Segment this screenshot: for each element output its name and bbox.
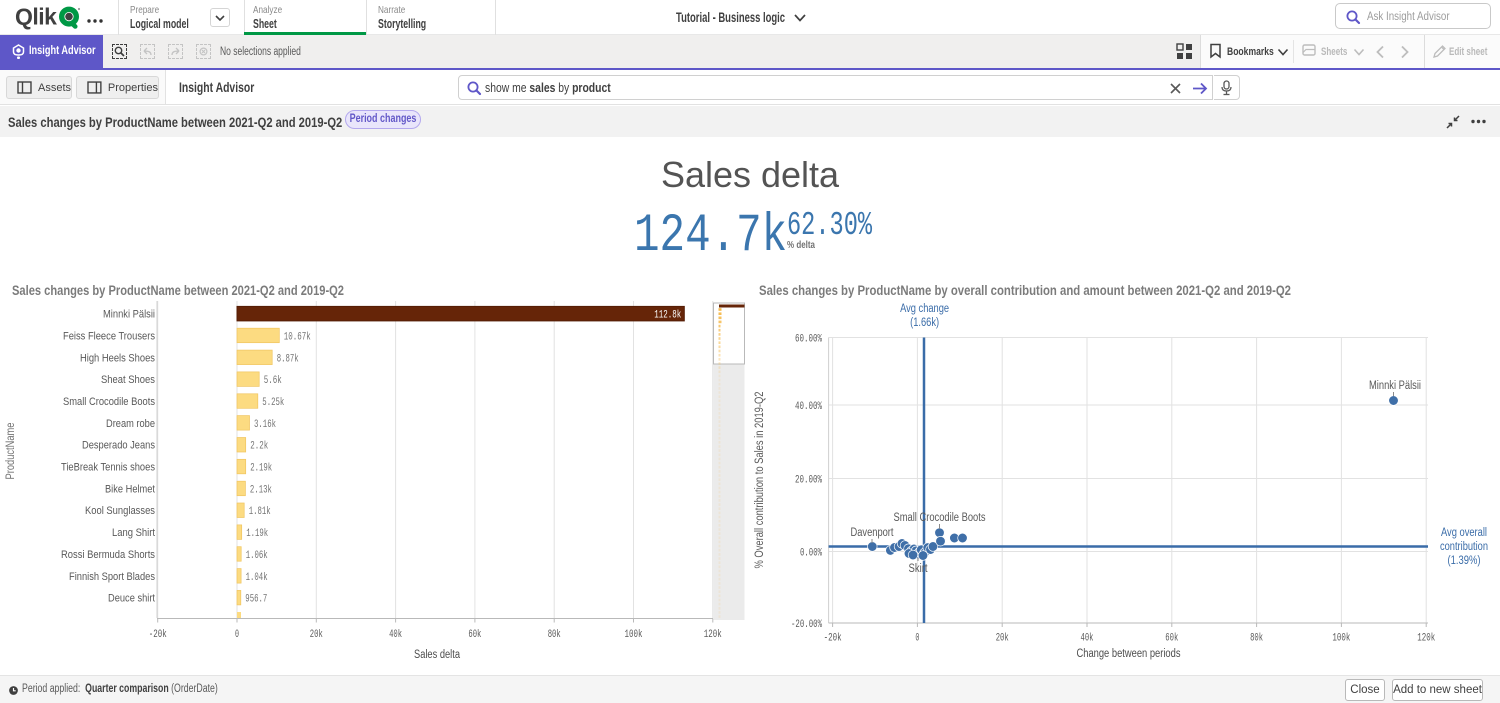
svg-text:3.16k: 3.16k bbox=[254, 419, 276, 431]
svg-text:0: 0 bbox=[235, 629, 239, 641]
svg-text:1.06k: 1.06k bbox=[246, 550, 268, 562]
svg-text:High Heels Shoes: High Heels Shoes bbox=[80, 352, 155, 364]
svg-text:% Overall contribution to Sale: % Overall contribution to Sales in 2019-… bbox=[754, 392, 766, 569]
svg-text:Small Crocodile Boots: Small Crocodile Boots bbox=[894, 512, 986, 524]
svg-text:Davenport: Davenport bbox=[851, 527, 895, 539]
svg-text:60.00%: 60.00% bbox=[795, 334, 822, 346]
svg-text:2.2k: 2.2k bbox=[250, 441, 268, 453]
svg-text:Minnki Pälsii: Minnki Pälsii bbox=[1369, 380, 1421, 392]
svg-text:-20k: -20k bbox=[824, 633, 842, 645]
svg-text:112.8k: 112.8k bbox=[654, 310, 681, 322]
svg-text:Change between periods: Change between periods bbox=[1077, 648, 1181, 660]
svg-text:Kool Sunglasses: Kool Sunglasses bbox=[85, 505, 155, 517]
svg-text:1.81k: 1.81k bbox=[249, 506, 271, 518]
svg-text:80k: 80k bbox=[1250, 633, 1263, 645]
svg-text:20k: 20k bbox=[310, 629, 323, 641]
svg-text:Avg overall: Avg overall bbox=[1441, 527, 1487, 539]
svg-text:Skirt: Skirt bbox=[909, 563, 929, 575]
svg-text:60k: 60k bbox=[468, 629, 481, 641]
svg-text:Sales delta: Sales delta bbox=[414, 649, 460, 661]
svg-text:(1.66k): (1.66k) bbox=[910, 317, 939, 329]
svg-text:0: 0 bbox=[915, 633, 919, 645]
svg-text:0.00%: 0.00% bbox=[800, 548, 822, 560]
svg-text:TieBreak Tennis shoes: TieBreak Tennis shoes bbox=[61, 462, 155, 474]
svg-text:Feiss Fleece Trousers: Feiss Fleece Trousers bbox=[63, 331, 155, 343]
svg-text:Sales changes by ProductName b: Sales changes by ProductName between 202… bbox=[12, 283, 344, 298]
svg-text:Qlik: Qlik bbox=[15, 4, 57, 30]
svg-text:80k: 80k bbox=[548, 629, 561, 641]
svg-text:120k: 120k bbox=[1417, 633, 1435, 645]
svg-text:Dream robe: Dream robe bbox=[106, 418, 155, 430]
svg-text:Sheat Shoes: Sheat Shoes bbox=[101, 374, 155, 386]
svg-text:40.00%: 40.00% bbox=[795, 401, 822, 413]
svg-text:Avg change: Avg change bbox=[900, 303, 949, 315]
svg-text:ProductName: ProductName bbox=[5, 423, 17, 480]
svg-text:Sales changes by ProductName b: Sales changes by ProductName by overall … bbox=[759, 283, 1291, 298]
svg-text:100k: 100k bbox=[625, 629, 643, 641]
svg-text:5.6k: 5.6k bbox=[264, 375, 282, 387]
svg-text:5.25k: 5.25k bbox=[262, 397, 284, 409]
svg-text:10.67k: 10.67k bbox=[284, 332, 311, 344]
svg-text:(1.39%): (1.39%) bbox=[1448, 555, 1481, 567]
svg-text:Finnish Sport Blades: Finnish Sport Blades bbox=[69, 571, 155, 583]
svg-text:2.19k: 2.19k bbox=[250, 463, 272, 475]
svg-text:20k: 20k bbox=[996, 633, 1009, 645]
svg-text:contribution: contribution bbox=[1440, 541, 1488, 553]
svg-text:40k: 40k bbox=[389, 629, 402, 641]
svg-text:20.00%: 20.00% bbox=[795, 475, 822, 487]
svg-text:100k: 100k bbox=[1332, 633, 1350, 645]
svg-text:8.87k: 8.87k bbox=[277, 353, 299, 365]
svg-text:Minnki Pälsii: Minnki Pälsii bbox=[103, 309, 155, 321]
svg-text:-20.00%: -20.00% bbox=[791, 619, 822, 631]
svg-text:1.04k: 1.04k bbox=[246, 572, 268, 584]
svg-text:956.7: 956.7 bbox=[245, 594, 267, 606]
svg-text:Small Crocodile Boots: Small Crocodile Boots bbox=[63, 396, 155, 408]
svg-text:120k: 120k bbox=[704, 629, 722, 641]
svg-text:Lang Shirt: Lang Shirt bbox=[112, 527, 155, 539]
svg-text:Desperado Jeans: Desperado Jeans bbox=[82, 440, 155, 452]
svg-text:Rossi Bermuda Shorts: Rossi Bermuda Shorts bbox=[61, 549, 155, 561]
svg-text:2.13k: 2.13k bbox=[250, 484, 272, 496]
svg-text:1.19k: 1.19k bbox=[246, 528, 268, 540]
svg-text:40k: 40k bbox=[1081, 633, 1094, 645]
svg-text:Bike Helmet: Bike Helmet bbox=[105, 483, 155, 495]
svg-text:60k: 60k bbox=[1165, 633, 1178, 645]
svg-text:Deuce shirt: Deuce shirt bbox=[108, 593, 155, 605]
svg-text:-20k: -20k bbox=[149, 629, 167, 641]
